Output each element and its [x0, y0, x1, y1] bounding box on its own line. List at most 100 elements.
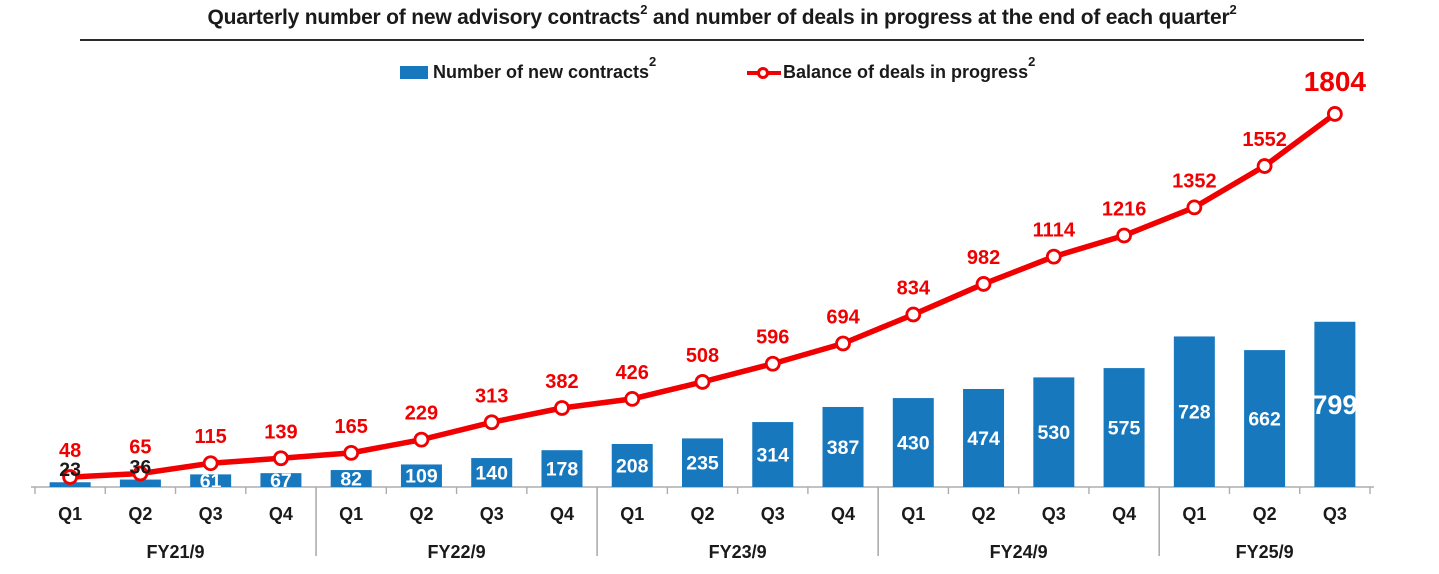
- line-point-marker: [413, 431, 430, 448]
- line-series-swatch-icon: [747, 65, 781, 81]
- line-point-marker: [905, 306, 922, 323]
- line-value-label: 1216: [1102, 199, 1147, 221]
- bar-series-swatch-icon: [400, 66, 428, 79]
- quarter-axis-label: Q3: [480, 504, 504, 524]
- line-value-label: 982: [967, 247, 1000, 269]
- bar-value-label: 799: [1312, 390, 1357, 420]
- bar: [541, 450, 583, 487]
- bar-value-label: 728: [1178, 402, 1211, 424]
- bar-value-label: 314: [756, 445, 789, 467]
- quarter-axis-label: Q4: [269, 504, 293, 524]
- quarter-axis-label: Q2: [128, 504, 152, 524]
- quarter-axis-label: Q3: [1042, 504, 1066, 524]
- bar: [1244, 350, 1286, 487]
- quarter-axis-label: Q2: [1253, 504, 1277, 524]
- line-point-marker: [1045, 248, 1062, 265]
- line-value-label: 426: [616, 362, 649, 384]
- bar-value-label: 208: [616, 456, 649, 478]
- quarter-axis-label: Q3: [1323, 504, 1347, 524]
- bar: [752, 422, 794, 487]
- quarter-axis-label: Q1: [901, 504, 925, 524]
- bar-value-label: 575: [1108, 418, 1141, 440]
- bar: [1033, 377, 1075, 487]
- line-point-marker: [694, 374, 711, 390]
- bar-value-label: 23: [59, 459, 81, 481]
- line-value-label: 115: [195, 426, 227, 448]
- bar-value-label: 109: [405, 466, 438, 488]
- line-point-marker: [483, 414, 500, 431]
- title-part2: and number of deals in progress at the e…: [647, 6, 1230, 29]
- quarter-axis-label: Q1: [58, 504, 82, 524]
- bar-value-label: 530: [1038, 422, 1071, 444]
- bar: [1173, 336, 1215, 487]
- line-point-marker: [1256, 158, 1273, 174]
- chart-legend: Number of new contracts 2 Balance of dea…: [0, 54, 1439, 92]
- line-point-marker: [624, 391, 641, 407]
- bar: [1314, 321, 1356, 487]
- bar: [963, 388, 1005, 487]
- legend-label-new-contracts: Number of new contracts: [433, 62, 650, 82]
- line-point-marker: [273, 450, 289, 467]
- line-value-label: 596: [756, 327, 789, 349]
- title-part1: Quarterly number of new advisory contrac…: [207, 6, 641, 29]
- bar-value-label: 235: [686, 453, 719, 475]
- quarter-axis-label: Q2: [409, 504, 433, 524]
- bar: [892, 398, 934, 487]
- fiscal-year-axis-label: FY22/9: [428, 542, 486, 562]
- line-point-marker: [62, 469, 79, 485]
- bar-value-label: 430: [897, 433, 930, 455]
- line-value-label: 834: [897, 278, 931, 300]
- line-value-label: 65: [129, 437, 151, 459]
- line-value-label: 1552: [1242, 129, 1287, 151]
- fiscal-year-axis-label: FY21/9: [147, 542, 205, 562]
- legend-line-marker: [757, 66, 769, 79]
- bar-value-label: 67: [270, 470, 292, 492]
- line-point-marker: [343, 444, 360, 461]
- line-point-marker: [1116, 227, 1132, 244]
- legend-item-new-contracts: Number of new contracts 2: [400, 54, 656, 83]
- bar-value-label: 61: [200, 471, 222, 493]
- legend-label-deals-in-progress: Balance of deals in progress: [783, 62, 1029, 82]
- quarter-axis-label: Q1: [620, 504, 644, 524]
- line-value-label: 313: [475, 385, 508, 407]
- deals-in-progress-line: [67, 111, 1338, 480]
- bar-value-label: 178: [546, 459, 579, 481]
- bar-value-label: 474: [967, 428, 1000, 450]
- bar-value-label: 36: [130, 457, 152, 479]
- line-point-marker: [1186, 199, 1203, 216]
- quarter-axis-label: Q1: [1182, 504, 1206, 524]
- chart-title-text: Quarterly number of new advisory contrac…: [207, 3, 1237, 29]
- bar: [682, 438, 723, 487]
- quarter-axis-label: Q2: [972, 504, 996, 524]
- fiscal-year-axis-label: FY24/9: [990, 542, 1048, 562]
- fiscal-year-axis-label: FY25/9: [1236, 542, 1294, 562]
- quarter-axis-label: Q4: [1112, 504, 1136, 524]
- bar-value-label: 140: [475, 463, 508, 485]
- bar: [190, 474, 232, 487]
- fiscal-year-axis-label: FY23/9: [709, 542, 767, 562]
- chart-title: Quarterly number of new advisory contrac…: [80, 3, 1364, 41]
- legend-footnote-marker-2: 2: [1028, 54, 1036, 69]
- line-value-label: 229: [405, 403, 438, 425]
- legend-item-deals-in-progress: Balance of deals in progress 2: [747, 54, 1035, 83]
- line-value-label: 508: [686, 345, 719, 367]
- bar: [1103, 368, 1145, 487]
- quarter-axis-label: Q1: [339, 504, 363, 524]
- bar: [330, 470, 372, 487]
- bar-value-label: 387: [827, 437, 860, 459]
- line-point-marker: [132, 465, 149, 482]
- line-value-label: 165: [334, 416, 367, 438]
- quarter-axis-label: Q3: [199, 504, 223, 524]
- quarter-axis-label: Q4: [550, 504, 574, 524]
- line-value-label: 1804: [1304, 66, 1367, 97]
- legend-footnote-marker-1: 2: [649, 54, 657, 69]
- title-footnote-marker-1: 2: [640, 2, 648, 17]
- line-point-marker: [764, 355, 781, 372]
- bar: [260, 473, 302, 487]
- line-value-label: 694: [826, 306, 860, 328]
- bar: [611, 443, 653, 487]
- bar: [400, 464, 442, 487]
- quarter-axis-label: Q4: [831, 504, 855, 524]
